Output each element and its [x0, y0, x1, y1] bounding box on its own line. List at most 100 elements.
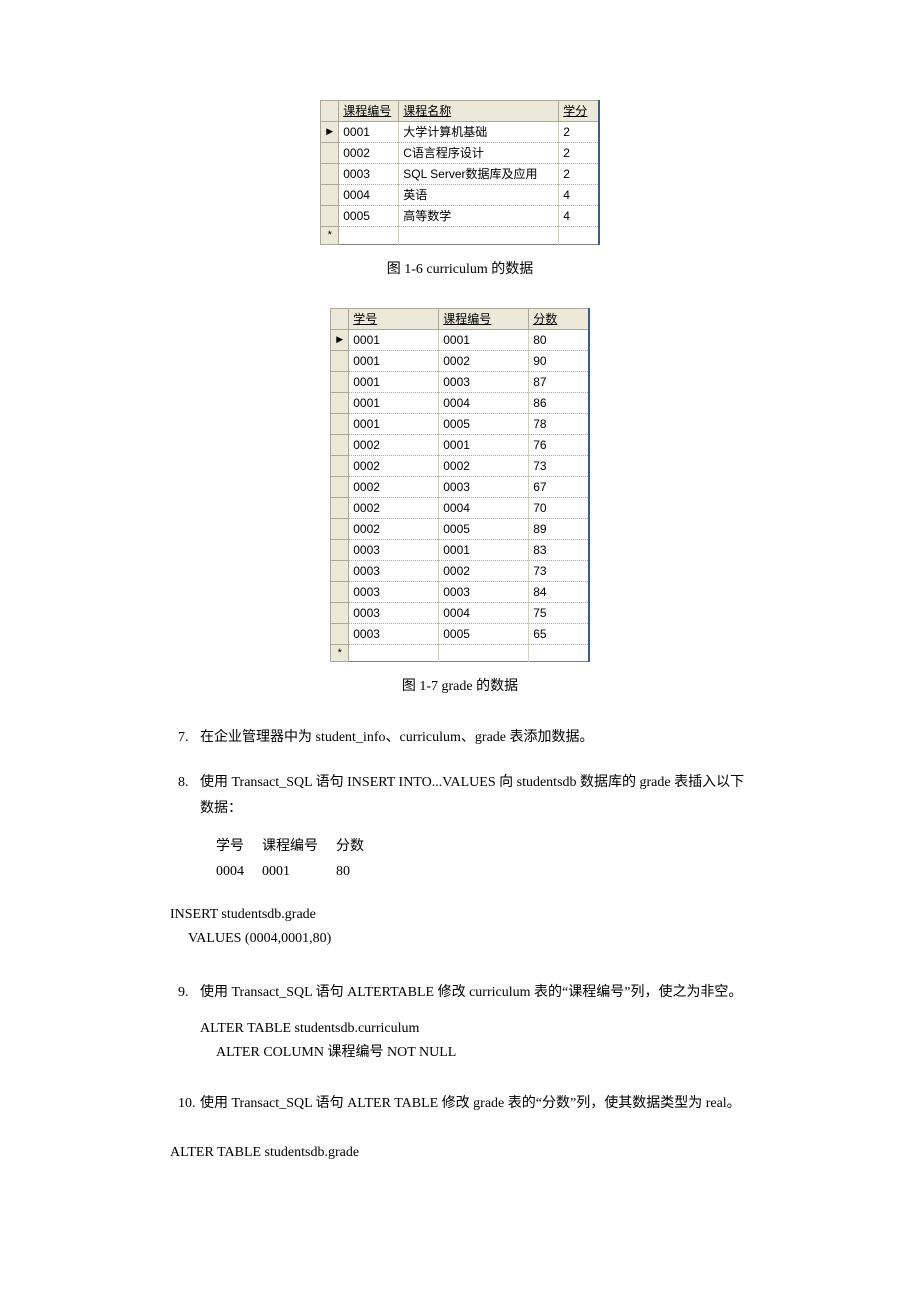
cell: 84	[529, 581, 589, 602]
cell: 0002	[349, 476, 439, 497]
cell-empty	[349, 644, 439, 662]
question-number: 7.	[178, 725, 200, 752]
cell: 89	[529, 518, 589, 539]
cell: 高等数学	[399, 206, 559, 227]
cell: 4	[559, 206, 599, 227]
cell: 0001	[439, 434, 529, 455]
row-gutter-header	[321, 101, 339, 122]
row-gutter	[321, 164, 339, 185]
cell-empty	[339, 227, 399, 245]
row-gutter	[331, 539, 349, 560]
insert-data-table: 学号 课程编号 分数 0004 0001 80	[214, 833, 382, 885]
row-gutter-new: *	[331, 644, 349, 662]
cell: 0003	[349, 602, 439, 623]
cell: 2	[559, 164, 599, 185]
cell: 0005	[439, 413, 529, 434]
column-header: 课程编号	[439, 308, 529, 329]
cell: 0003	[439, 476, 529, 497]
cell: SQL Server数据库及应用	[399, 164, 559, 185]
row-gutter: ▶	[321, 122, 339, 143]
cell: 0003	[439, 581, 529, 602]
row-gutter	[331, 497, 349, 518]
cell: 0003	[349, 539, 439, 560]
cell: 4	[559, 185, 599, 206]
question-text: 在企业管理器中为 student_info、curriculum、grade 表…	[200, 730, 594, 745]
cell: 65	[529, 623, 589, 644]
cell: 2	[559, 122, 599, 143]
code-line: ALTER COLUMN 课程编号 NOT NULL	[200, 1041, 750, 1065]
question-number: 8.	[178, 770, 200, 797]
cell: 90	[529, 350, 589, 371]
cell: 67	[529, 476, 589, 497]
row-gutter	[331, 623, 349, 644]
question-text: 使用 Transact_SQL 语句 ALTER TABLE 修改 grade …	[200, 1096, 741, 1111]
question-9: 9.使用 Transact_SQL 语句 ALTERTABLE 修改 curri…	[170, 980, 750, 1007]
col-header: 课程编号	[262, 835, 334, 858]
row-gutter	[331, 371, 349, 392]
row-gutter	[331, 350, 349, 371]
row-gutter	[331, 392, 349, 413]
cell-empty	[439, 644, 529, 662]
col-header: 分数	[336, 835, 380, 858]
col-header: 学号	[216, 835, 260, 858]
cell: 2	[559, 143, 599, 164]
cell: 0005	[339, 206, 399, 227]
row-gutter	[321, 206, 339, 227]
cell-empty	[529, 644, 589, 662]
column-header: 课程编号	[339, 101, 399, 122]
code-line: INSERT studentsdb.grade	[170, 903, 750, 927]
cell: 0001	[349, 413, 439, 434]
cell: 0002	[349, 518, 439, 539]
curriculum-table: 课程编号课程名称学分 ▶0001大学计算机基础20002C语言程序设计20003…	[320, 100, 600, 245]
cell: 0003	[349, 581, 439, 602]
cell: 70	[529, 497, 589, 518]
question-number: 10.	[178, 1091, 200, 1118]
row-gutter	[331, 581, 349, 602]
cell: 76	[529, 434, 589, 455]
alter-grade-code: ALTER TABLE studentsdb.grade	[170, 1141, 750, 1165]
code-line: VALUES (0004,0001,80)	[170, 927, 750, 951]
question-text: 使用 Transact_SQL 语句 INSERT INTO...VALUES …	[200, 775, 744, 817]
cell: 0001	[349, 350, 439, 371]
grade-table: 学号课程编号分数 ▶000100018000010002900001000387…	[330, 308, 590, 663]
question-10: 10.使用 Transact_SQL 语句 ALTER TABLE 修改 gra…	[170, 1091, 750, 1118]
row-gutter	[331, 434, 349, 455]
cell: 0003	[439, 371, 529, 392]
column-header: 学分	[559, 101, 599, 122]
row-gutter	[331, 476, 349, 497]
row-gutter	[331, 560, 349, 581]
cell: 0004	[439, 602, 529, 623]
cell: 0002	[439, 560, 529, 581]
alter-curriculum-code: ALTER TABLE studentsdb.curriculum ALTER …	[200, 1017, 750, 1065]
cell: 80	[529, 329, 589, 350]
cell: 80	[336, 860, 380, 883]
cell: 0002	[349, 434, 439, 455]
cell: 0005	[439, 623, 529, 644]
cell: 83	[529, 539, 589, 560]
column-header: 课程名称	[399, 101, 559, 122]
cell: 0003	[349, 560, 439, 581]
row-gutter: ▶	[331, 329, 349, 350]
cell: 0001	[339, 122, 399, 143]
cell: 0002	[439, 350, 529, 371]
cell: 0005	[439, 518, 529, 539]
cell: 0001	[262, 860, 334, 883]
row-gutter	[321, 143, 339, 164]
row-gutter	[331, 518, 349, 539]
cell: 0002	[339, 143, 399, 164]
row-gutter	[321, 185, 339, 206]
row-gutter	[331, 602, 349, 623]
cell: 0001	[349, 329, 439, 350]
curriculum-caption: 图 1-6 curriculum 的数据	[170, 259, 750, 280]
cell: 0001	[349, 392, 439, 413]
row-gutter-new: *	[321, 227, 339, 245]
cell: 75	[529, 602, 589, 623]
row-gutter	[331, 455, 349, 476]
cell: 73	[529, 455, 589, 476]
question-text: 使用 Transact_SQL 语句 ALTERTABLE 修改 curricu…	[200, 985, 742, 1000]
cell-empty	[559, 227, 599, 245]
column-header: 分数	[529, 308, 589, 329]
question-7: 7.在企业管理器中为 student_info、curriculum、grade…	[170, 725, 750, 752]
cell: C语言程序设计	[399, 143, 559, 164]
cell: 73	[529, 560, 589, 581]
